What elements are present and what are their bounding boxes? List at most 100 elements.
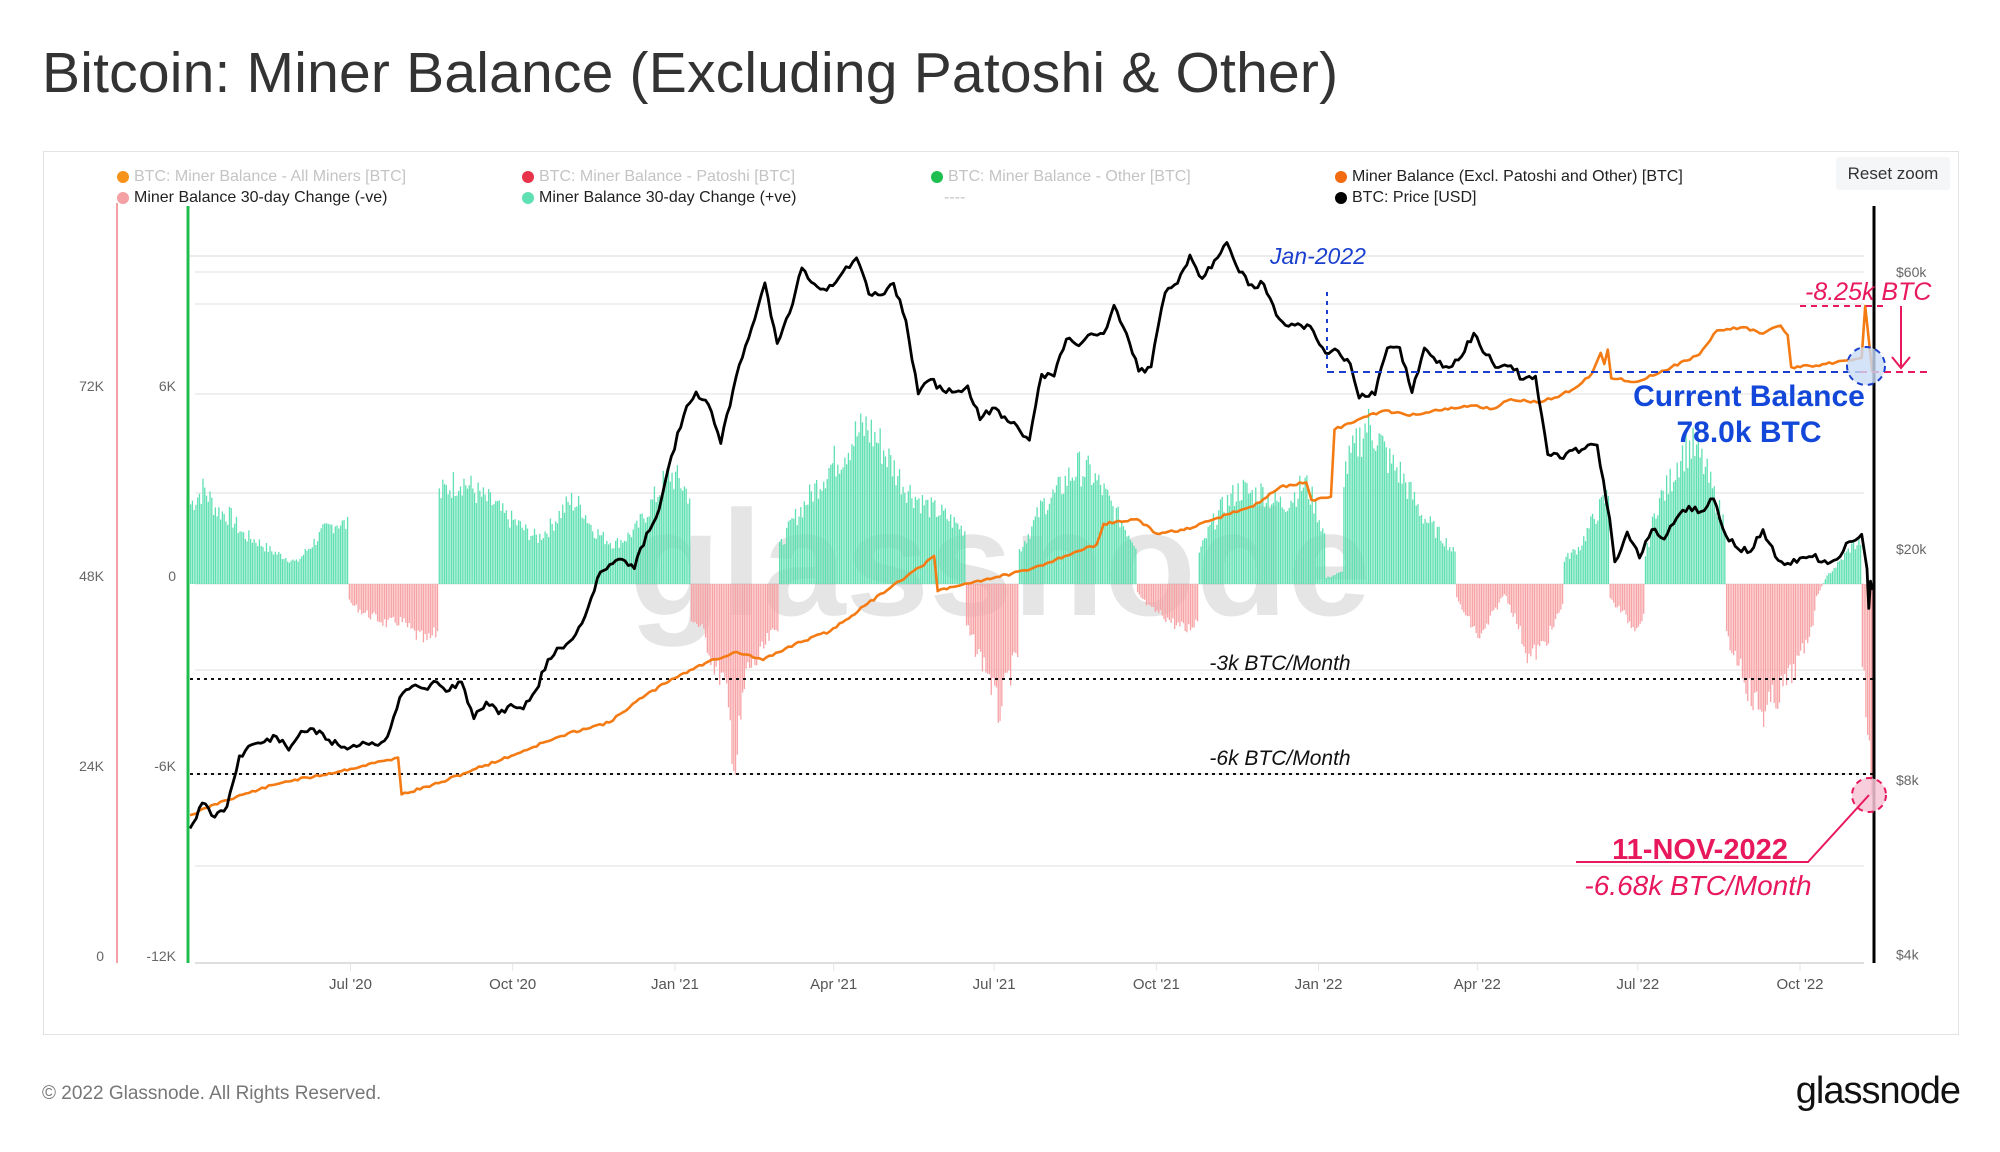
positive-change-bar (1583, 536, 1585, 584)
positive-change-bar (1387, 473, 1389, 584)
negative-change-bar (1002, 584, 1005, 678)
positive-change-bar (953, 517, 955, 584)
negative-change-bar (1766, 584, 1768, 705)
legend-item[interactable]: BTC: Price [USD] (1335, 189, 1476, 207)
negative-change-bar (1526, 584, 1528, 664)
negative-change-bar (1561, 584, 1564, 604)
legend-item[interactable]: Miner Balance (Excl. Patoshi and Other) … (1335, 168, 1683, 186)
positive-change-bar (1211, 521, 1213, 584)
reset-zoom-button[interactable]: Reset zoom (1836, 157, 1950, 190)
positive-change-bar (590, 524, 592, 584)
positive-change-bar (477, 482, 479, 584)
positive-change-bar (585, 515, 587, 584)
legend-item[interactable]: BTC: Miner Balance - All Miners [BTC] (117, 168, 406, 186)
negative-change-bar (1738, 584, 1740, 666)
positive-change-bar (576, 506, 578, 584)
positive-change-bar (847, 452, 850, 584)
positive-change-bar (1602, 495, 1604, 584)
positive-change-bar (1664, 500, 1666, 584)
positive-change-bar (676, 465, 679, 584)
positive-change-bar (1032, 520, 1035, 584)
positive-change-bar (1849, 552, 1851, 584)
x-tick-label: Oct '20 (489, 976, 536, 993)
positive-change-bar (346, 516, 349, 584)
legend-label: BTC: Price [USD] (1352, 189, 1477, 206)
positive-change-bar (1346, 473, 1349, 584)
positive-change-bar (812, 501, 814, 584)
change-bars (190, 408, 1874, 796)
negative-change-bar (1732, 584, 1735, 656)
positive-change-bar (890, 455, 892, 584)
negative-change-bar (1193, 584, 1195, 628)
negative-change-bar (720, 584, 723, 673)
positive-change-bar (1577, 546, 1580, 584)
negative-change-bar (969, 584, 971, 636)
positive-change-bar (1108, 495, 1111, 584)
negative-change-bar (1461, 584, 1463, 610)
negative-change-bar (1558, 584, 1560, 613)
positive-change-bar (1367, 408, 1370, 584)
negative-change-bar (1764, 584, 1767, 712)
positive-change-bar (838, 473, 841, 584)
positive-change-bar (808, 484, 811, 584)
positive-change-bar (1022, 546, 1024, 584)
x-tick-label: Jul '20 (329, 976, 372, 993)
negative-change-bar (1729, 584, 1731, 651)
positive-change-bar (572, 510, 574, 584)
positive-change-bar (1600, 497, 1603, 584)
positive-change-bar (517, 520, 520, 584)
negative-change-bar (1743, 584, 1745, 683)
positive-change-bar (1020, 551, 1022, 584)
positive-change-bar (530, 536, 532, 584)
positive-change-bar (1350, 452, 1352, 584)
negative-change-bar (1524, 584, 1527, 654)
positive-change-bar (798, 516, 800, 584)
positive-change-bar (306, 550, 308, 584)
legend-item[interactable]: BTC: Miner Balance - Patoshi [BTC] (522, 168, 795, 186)
positive-change-bar (1267, 493, 1269, 584)
positive-change-bar (935, 516, 938, 584)
positive-change-bar (197, 497, 199, 584)
positive-change-bar (1389, 448, 1391, 584)
positive-change-bar (1270, 504, 1273, 584)
positive-change-bar (498, 500, 500, 584)
positive-change-bar (814, 483, 816, 584)
positive-change-bar (1292, 502, 1294, 584)
negative-change-bar (1537, 584, 1539, 645)
negative-change-bar (1745, 584, 1747, 694)
positive-change-bar (1378, 433, 1380, 584)
positive-change-bar (794, 509, 797, 584)
positive-change-bar (902, 486, 904, 584)
positive-change-bar (1322, 528, 1324, 584)
positive-change-bar (1112, 506, 1114, 584)
negative-change-bar (1784, 584, 1786, 675)
negative-change-bar (421, 584, 423, 631)
negative-change-bar (974, 584, 977, 657)
negative-change-bar (1463, 584, 1465, 613)
positive-change-bar (678, 478, 680, 584)
negative-change-bar (775, 584, 777, 630)
legend-item[interactable]: Miner Balance 30-day Change (+ve) (522, 189, 796, 207)
positive-change-bar (1029, 538, 1031, 584)
legend-dot-icon (1335, 171, 1347, 183)
positive-change-bar (555, 521, 557, 584)
glassnode-logo[interactable]: glassnode (1795, 1070, 1961, 1112)
positive-change-bar (299, 558, 301, 584)
legend-item[interactable]: BTC: Miner Balance - Other [BTC] (931, 168, 1191, 186)
positive-change-bar (881, 463, 883, 584)
left-balance-tick: 48K (79, 568, 105, 584)
positive-change-bar (244, 538, 246, 584)
negative-change-bar (389, 584, 391, 618)
positive-change-bar (480, 496, 483, 584)
positive-change-bar (1062, 493, 1065, 584)
negative-change-bar (401, 584, 403, 623)
positive-change-bar (496, 501, 499, 584)
positive-change-bar (195, 504, 197, 584)
positive-change-bar (664, 477, 666, 584)
axes: 0 24K 48K 72K -12K -6K 0 6K $4k $8k $20k $60k Jul '2… (79, 203, 1927, 993)
positive-change-bar (1339, 571, 1342, 584)
negative-change-bar (1475, 584, 1477, 633)
legend-item[interactable]: ---- (944, 189, 965, 207)
legend-item[interactable]: Miner Balance 30-day Change (-ve) (117, 189, 387, 207)
